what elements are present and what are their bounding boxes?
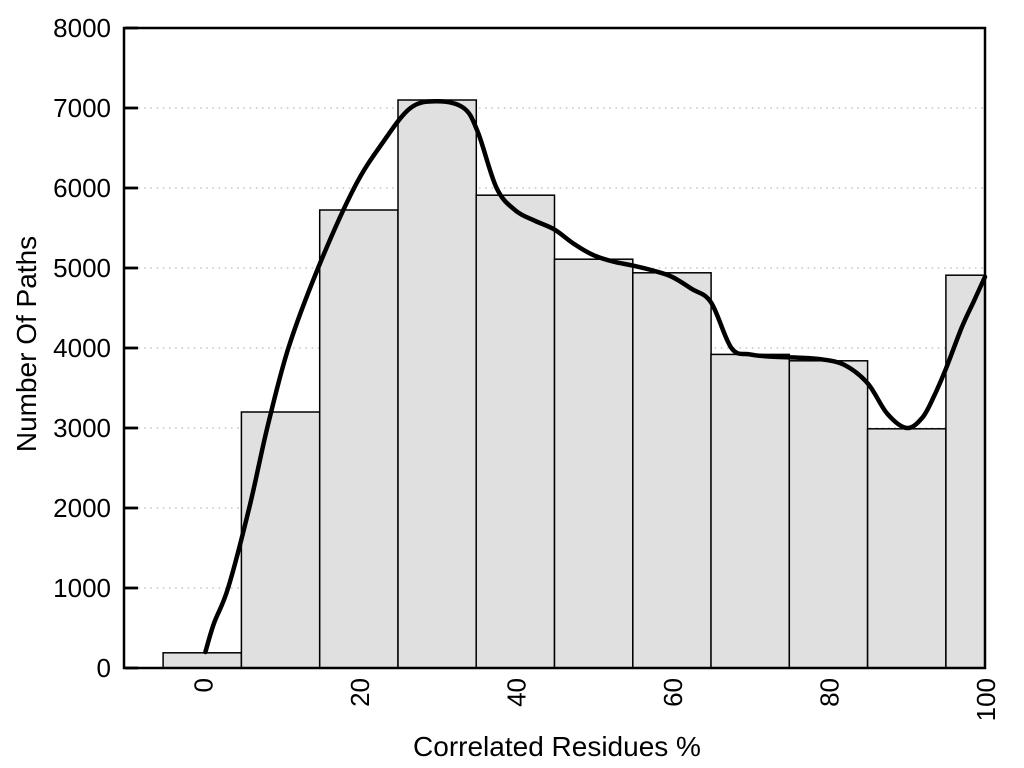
histogram-bar [162, 652, 243, 669]
y-tick-label: 5000 [53, 253, 111, 283]
y-tick-label: 7000 [53, 93, 111, 123]
x-tick-label: 60 [658, 678, 688, 707]
x-tick-label: 80 [815, 678, 845, 707]
x-tick-label: 20 [345, 678, 375, 707]
histogram-bar [866, 428, 947, 669]
plot-border [122, 26, 987, 670]
curve-layer [203, 98, 988, 655]
x-tick-label: 100 [971, 678, 1001, 721]
histogram-bar [788, 360, 869, 669]
y-tick-label: 8000 [53, 13, 111, 43]
y-tick-label: 2000 [53, 493, 111, 523]
y-tick-label: 6000 [53, 173, 111, 203]
x-tick-label: 40 [501, 678, 531, 707]
histogram-bar [553, 258, 634, 669]
histogram-bar [240, 411, 321, 669]
density-curve [203, 98, 988, 655]
histogram-bar [710, 353, 791, 669]
y-tick-label: 3000 [53, 413, 111, 443]
histogram-bar [318, 209, 399, 669]
x-tick-label: 0 [188, 678, 218, 692]
y-tick-label: 1000 [53, 573, 111, 603]
histogram-bar [475, 194, 556, 669]
y-axis-title: Number Of Paths [11, 235, 42, 453]
bars-layer [162, 99, 986, 669]
histogram-bar [945, 274, 986, 669]
axes-layer [122, 26, 987, 670]
ticks-layer: 0 1000 2000 3000 4000 5000 6000 7000 8000 0 20 40 60… [53, 13, 1001, 721]
x-axis-title: Correlated Residues % [413, 731, 701, 762]
histogram-bar [632, 272, 712, 669]
y-tick-label: 0 [97, 653, 111, 683]
y-tick-label: 4000 [53, 333, 111, 363]
histogram-bar [397, 99, 478, 669]
